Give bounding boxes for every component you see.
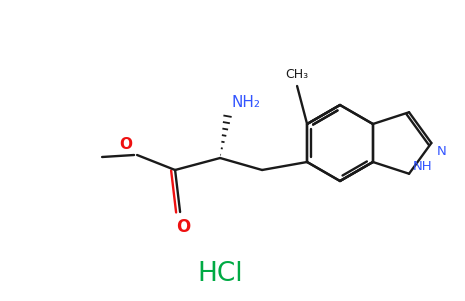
Text: N: N — [436, 145, 446, 158]
Text: O: O — [119, 137, 132, 152]
Text: HCl: HCl — [197, 261, 243, 287]
Text: O: O — [176, 218, 190, 236]
Text: NH: NH — [413, 160, 432, 173]
Text: CH₃: CH₃ — [286, 68, 309, 81]
Text: NH₂: NH₂ — [231, 95, 260, 110]
